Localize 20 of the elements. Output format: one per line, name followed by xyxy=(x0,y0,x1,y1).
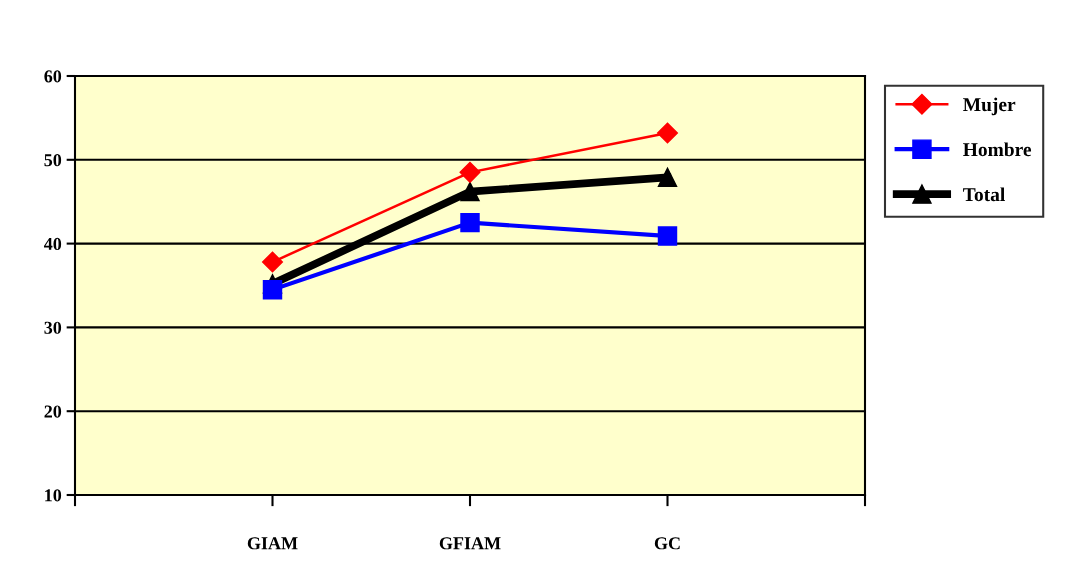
point xyxy=(262,279,283,300)
y-tick-label: 20 xyxy=(44,405,62,418)
point xyxy=(657,226,678,246)
point xyxy=(460,212,480,233)
point xyxy=(261,251,284,273)
y-tick-label: 50 xyxy=(44,154,62,167)
point xyxy=(459,161,481,183)
y-tick-label: 40 xyxy=(44,237,62,251)
legend-label: Total xyxy=(963,187,1005,202)
y-tick-label: 10 xyxy=(45,489,62,502)
point xyxy=(657,167,678,188)
legend-label: Mujer xyxy=(963,97,1016,116)
x-tick-label: GC xyxy=(654,537,680,550)
x-tick-label: GIAM xyxy=(247,537,298,550)
y-tick-label: 30 xyxy=(44,321,62,334)
x-tick-label: GFIAM xyxy=(439,537,501,550)
point xyxy=(460,181,480,202)
legend-label: Hombre xyxy=(963,142,1032,157)
y-tick-label: 60 xyxy=(44,70,62,83)
point xyxy=(656,122,679,144)
